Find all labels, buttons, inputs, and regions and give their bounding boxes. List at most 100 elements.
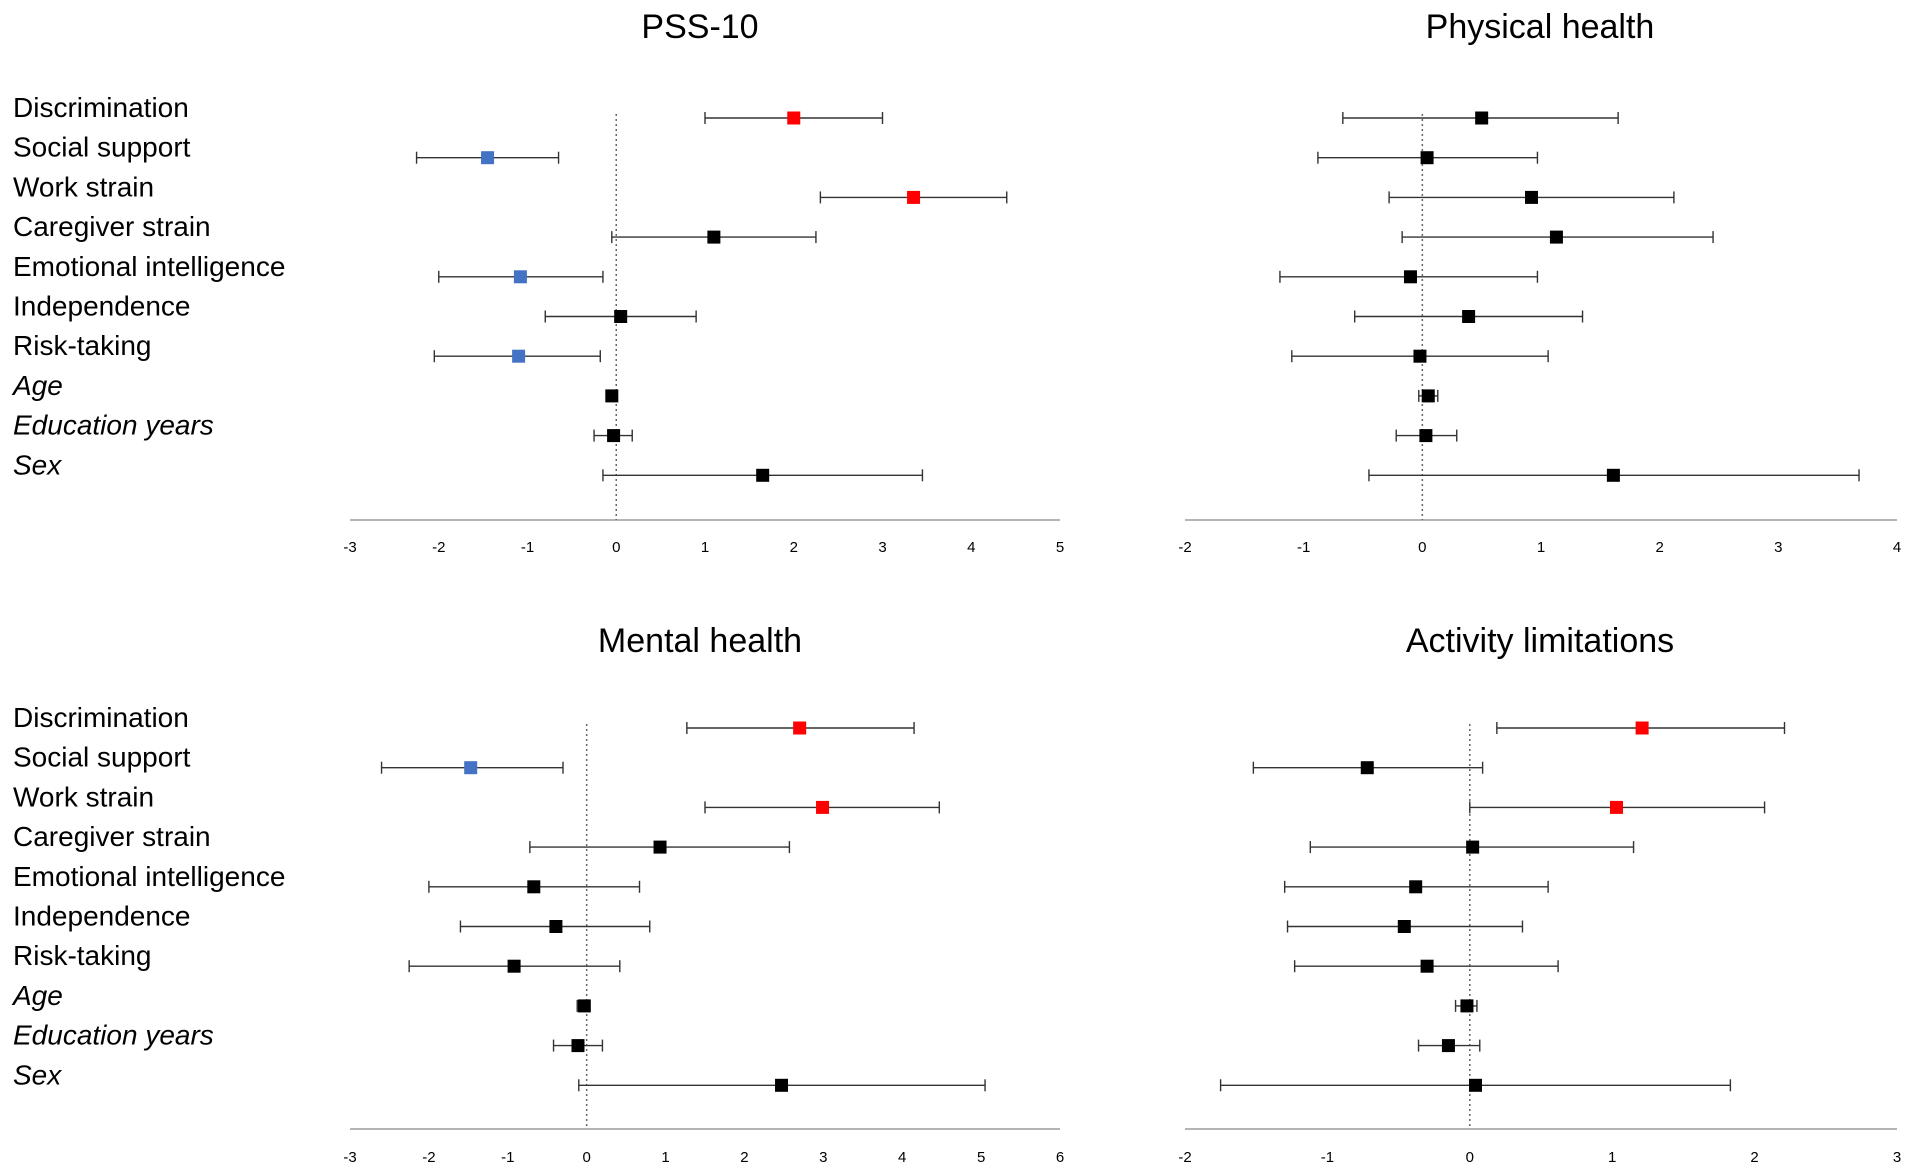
forest-row-sex bbox=[1368, 468, 1860, 482]
row-label-independence: Independence bbox=[13, 291, 191, 322]
point-estimate-marker bbox=[1606, 468, 1620, 482]
tick-label-mental-health: 4 bbox=[898, 1149, 906, 1166]
forest-row-age bbox=[1418, 389, 1439, 403]
tick-label-activity-limitations: -2 bbox=[1178, 1149, 1191, 1166]
forest-row-education-years bbox=[552, 1039, 604, 1053]
point-estimate-marker bbox=[1468, 1078, 1482, 1092]
point-estimate-marker bbox=[481, 151, 495, 165]
panel-title-mental-health: Mental health bbox=[598, 622, 802, 660]
tick-label-mental-health: 1 bbox=[661, 1149, 669, 1166]
row-label-sex: Sex bbox=[13, 1059, 62, 1090]
point-estimate-marker bbox=[1609, 800, 1623, 814]
point-estimate-marker bbox=[1460, 999, 1474, 1013]
panel-title-physical-health: Physical health bbox=[1426, 8, 1655, 46]
point-estimate-marker bbox=[1420, 151, 1434, 165]
forest-row-discrimination bbox=[704, 111, 884, 125]
tick-label-pss-10: -2 bbox=[432, 539, 445, 556]
forest-row-risk-taking bbox=[408, 959, 621, 973]
forest-row-education-years bbox=[1417, 1039, 1481, 1053]
forest-row-sex bbox=[602, 468, 924, 482]
row-label-emotional-intelligence: Emotional intelligence bbox=[13, 861, 285, 892]
point-estimate-marker bbox=[1413, 349, 1427, 363]
tick-label-mental-health: -3 bbox=[343, 1149, 356, 1166]
point-estimate-marker bbox=[707, 230, 721, 244]
forest-row-independence bbox=[459, 920, 651, 933]
point-estimate-marker bbox=[756, 468, 770, 482]
point-estimate-marker bbox=[464, 761, 478, 775]
point-estimate-marker bbox=[571, 1039, 585, 1053]
point-estimate-marker bbox=[607, 429, 621, 443]
forest-row-age bbox=[1454, 999, 1478, 1013]
point-estimate-marker bbox=[1635, 721, 1649, 735]
forest-row-caregiver-strain bbox=[529, 840, 791, 854]
row-label-age: Age bbox=[11, 370, 63, 401]
row-label-risk-taking: Risk-taking bbox=[13, 330, 151, 361]
tick-label-physical-health: 4 bbox=[1893, 539, 1901, 556]
forest-row-caregiver-strain bbox=[1309, 840, 1635, 854]
forest-row-independence bbox=[1286, 920, 1524, 933]
row-label-work-strain: Work strain bbox=[13, 781, 154, 812]
tick-label-pss-10: 2 bbox=[790, 539, 798, 556]
point-estimate-marker bbox=[605, 389, 619, 403]
forest-row-work-strain bbox=[819, 190, 1008, 204]
tick-label-activity-limitations: -1 bbox=[1321, 1149, 1334, 1166]
row-label-social-support: Social support bbox=[13, 132, 191, 163]
forest-row-independence bbox=[544, 310, 697, 323]
row-label-education-years: Education years bbox=[13, 1020, 214, 1051]
tick-label-mental-health: 5 bbox=[977, 1149, 985, 1166]
tick-label-pss-10: 5 bbox=[1056, 539, 1064, 556]
panel-activity-limitations: Activity limitations -2 -1 0 1 2 3 bbox=[1178, 622, 1901, 1166]
point-estimate-marker bbox=[1420, 959, 1434, 973]
tick-label-activity-limitations: 2 bbox=[1750, 1149, 1758, 1166]
point-estimate-marker bbox=[577, 999, 591, 1013]
forest-row-education-years bbox=[593, 429, 633, 443]
forest-row-independence bbox=[1353, 310, 1584, 323]
point-estimate-marker bbox=[527, 880, 541, 894]
point-estimate-marker bbox=[512, 349, 526, 363]
point-estimate-marker bbox=[1525, 190, 1539, 204]
point-estimate-marker bbox=[1462, 310, 1476, 323]
point-estimate-marker bbox=[1419, 429, 1433, 443]
row-label-social-support: Social support bbox=[13, 742, 191, 773]
forest-row-social-support bbox=[415, 151, 560, 165]
tick-label-physical-health: 1 bbox=[1537, 539, 1545, 556]
row-label-caregiver-strain: Caregiver strain bbox=[13, 821, 211, 852]
row-label-discrimination: Discrimination bbox=[13, 92, 189, 123]
forest-row-caregiver-strain bbox=[611, 230, 817, 244]
point-estimate-marker bbox=[1475, 111, 1489, 125]
point-estimate-marker bbox=[1360, 761, 1374, 775]
point-estimate-marker bbox=[507, 959, 521, 973]
point-estimate-marker bbox=[793, 721, 807, 735]
forest-row-age bbox=[576, 999, 591, 1013]
forest-row-emotional-intelligence bbox=[428, 880, 641, 894]
forest-row-age bbox=[605, 389, 619, 403]
tick-label-physical-health: 3 bbox=[1774, 539, 1782, 556]
point-estimate-marker bbox=[1549, 230, 1563, 244]
tick-label-physical-health: 2 bbox=[1655, 539, 1663, 556]
row-label-caregiver-strain: Caregiver strain bbox=[13, 211, 211, 242]
row-label-independence: Independence bbox=[13, 901, 191, 932]
row-label-age: Age bbox=[11, 980, 63, 1011]
point-estimate-marker bbox=[775, 1078, 789, 1092]
point-estimate-marker bbox=[653, 840, 667, 854]
forest-row-risk-taking bbox=[433, 349, 601, 363]
panel-title-pss-10: PSS-10 bbox=[641, 8, 758, 46]
tick-label-mental-health: 2 bbox=[740, 1149, 748, 1166]
row-label-work-strain: Work strain bbox=[13, 171, 154, 202]
forest-row-social-support bbox=[380, 761, 564, 775]
row-label-risk-taking: Risk-taking bbox=[13, 940, 151, 971]
forest-row-sex bbox=[578, 1078, 986, 1092]
tick-label-pss-10: 0 bbox=[612, 539, 620, 556]
tick-label-mental-health: 6 bbox=[1056, 1149, 1064, 1166]
forest-row-emotional-intelligence bbox=[1279, 270, 1539, 284]
panel-mental-health: Mental health -3 -2 -1 0 1 2 3 4 5 6 Discrimination… bbox=[11, 622, 1064, 1166]
tick-label-mental-health: -1 bbox=[501, 1149, 514, 1166]
point-estimate-marker bbox=[1397, 920, 1411, 933]
forest-row-education-years bbox=[1395, 429, 1458, 443]
tick-label-activity-limitations: 3 bbox=[1893, 1149, 1901, 1166]
point-estimate-marker bbox=[549, 920, 563, 933]
row-label-education-years: Education years bbox=[13, 410, 214, 441]
row-label-emotional-intelligence: Emotional intelligence bbox=[13, 251, 285, 282]
panel-pss-10: PSS-10 -3 -2 -1 0 1 2 3 4 5 Discrimination Social s… bbox=[11, 8, 1064, 556]
